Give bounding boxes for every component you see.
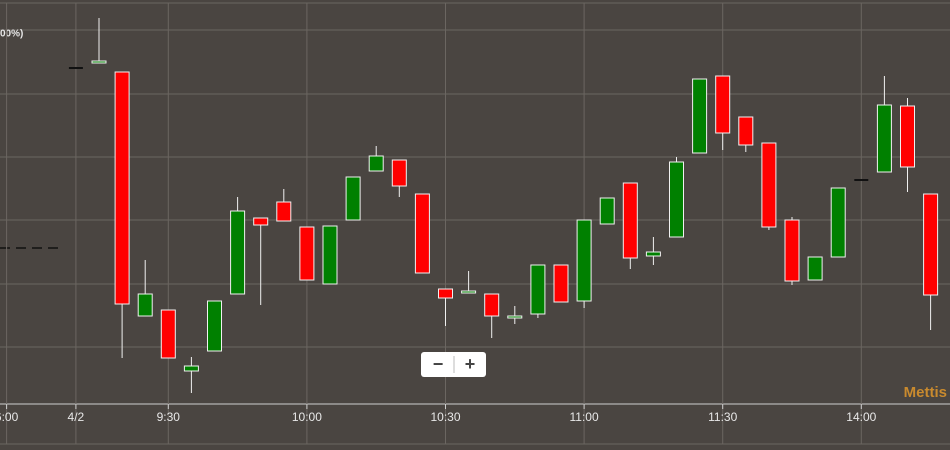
candle-body [669,161,684,238]
candle-body [391,159,407,187]
candle-body [576,219,592,302]
x-tick-label: 6:00 [0,410,19,424]
candle-body [900,105,915,168]
candle-body [253,217,269,226]
x-tick-label: 10:30 [430,410,460,424]
candle-body [322,225,338,285]
candle-body [368,155,384,172]
watermark: Mettis [904,384,947,401]
candle-body [299,226,315,281]
candle-body [461,290,477,294]
candle-body [761,142,777,228]
x-tick-label: 11:30 [708,410,737,424]
candle-body [692,78,708,154]
candle-body [738,116,754,146]
candle-body [599,197,615,225]
candle-body [160,309,176,359]
zoom-control: − + [421,352,486,377]
candle-body [438,288,453,299]
candle-body [345,176,361,221]
candle-body [207,300,222,352]
candle-body [622,182,638,259]
candle-body [507,315,523,319]
candle-body [645,251,661,257]
horizontal-grid [0,29,950,348]
x-tick-label: 14:00 [846,410,876,424]
candle-body [414,193,430,274]
candle-body [784,219,800,282]
x-tick-label: 10:00 [292,410,322,424]
zoom-out-button[interactable]: − [433,354,444,374]
candle-body [830,187,846,258]
scale-label: 00%) [0,29,23,40]
x-tick-label: 4/2 [68,410,85,424]
x-tick-label: 11:00 [570,410,599,424]
candle-body [276,201,292,222]
candle-body [91,60,107,64]
candle-body [553,264,569,303]
candle-body [807,256,823,281]
candle-body [484,293,500,317]
x-tick-label: 9:30 [157,410,181,424]
zoom-in-button[interactable]: + [465,354,476,374]
candle-body [876,104,892,173]
candle-body [715,75,731,134]
candle-body [137,293,153,317]
candle-body [230,210,246,295]
candle-body [530,264,546,315]
candle-body [183,365,199,372]
candles [68,18,939,393]
candle-body [114,71,130,305]
candle-body [923,193,939,296]
